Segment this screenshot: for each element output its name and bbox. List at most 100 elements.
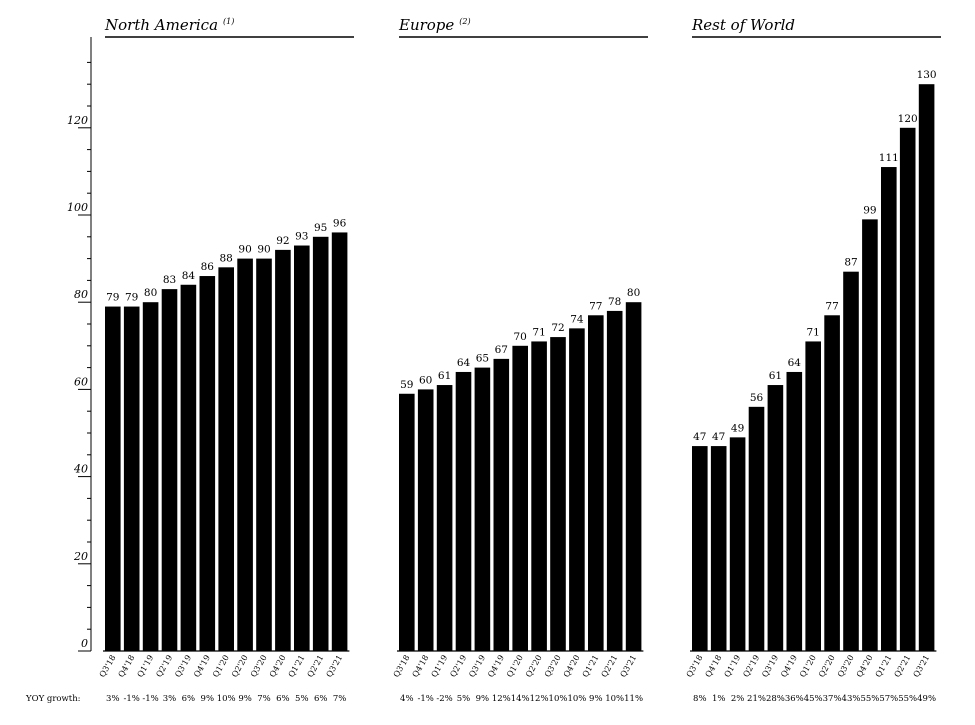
data-label: 67: [495, 344, 508, 356]
y-tick-label: 0: [81, 637, 88, 650]
yoy-growth-value: 4%: [400, 694, 414, 704]
data-label: 90: [238, 244, 251, 256]
x-tick-label: Q1'19: [136, 654, 156, 679]
x-tick-label: Q2'20: [817, 654, 837, 679]
yoy-growth-value: 9%: [238, 694, 252, 704]
x-tick-label: Q4'20: [268, 654, 288, 679]
x-tick-label: Q4'18: [411, 654, 431, 679]
bar: [493, 358, 510, 651]
bar: [218, 267, 234, 651]
bar: [881, 167, 897, 652]
bar: [569, 328, 585, 651]
data-label: 86: [201, 261, 215, 273]
bar: [531, 341, 547, 651]
x-tick-label: Q2'20: [524, 654, 544, 679]
x-tick-label: Q1'20: [798, 654, 818, 679]
y-tick-label: 40: [73, 463, 88, 476]
bar: [550, 337, 566, 651]
x-tick-label: Q3'21: [619, 654, 639, 679]
panel-title-note: (1): [223, 17, 234, 26]
x-tick-label: Q3'18: [98, 654, 118, 679]
bar: [417, 389, 434, 651]
data-label: 56: [750, 392, 764, 404]
x-tick-label: Q3'19: [760, 654, 780, 679]
yoy-growth-value: 3%: [106, 694, 120, 704]
bar: [161, 289, 178, 651]
x-tick-label: Q2'21: [600, 654, 620, 679]
yoy-growth-value: 37%: [823, 694, 842, 704]
x-tick-label: Q1'21: [581, 654, 601, 679]
data-label: 130: [917, 69, 937, 81]
x-tick-label: Q4'18: [704, 654, 724, 679]
yoy-growth-value: 57%: [879, 694, 898, 704]
data-label: 60: [419, 374, 432, 386]
bar: [399, 393, 415, 651]
yoy-growth-value: 6%: [276, 694, 290, 704]
x-tick-label: Q2'21: [306, 654, 326, 679]
data-label: 90: [257, 244, 270, 256]
data-label: 120: [898, 113, 918, 125]
bar: [105, 306, 121, 651]
x-tick-label: Q2'19: [448, 654, 468, 679]
yoy-growth-title: YOY growth:: [25, 694, 81, 704]
panel-europe: Europe (2) 59 Q3'18 4% 60 Q4'18 -1% 61 Q1'19 -2% 64…: [392, 16, 648, 704]
yoy-growth-value: 28%: [766, 694, 785, 704]
data-label: 61: [769, 370, 782, 382]
yoy-growth-value: 11%: [624, 694, 643, 704]
x-tick-label: Q3'18: [685, 654, 705, 679]
yoy-growth-value: 3%: [163, 694, 177, 704]
bar: [331, 232, 348, 651]
y-tick-label: 100: [67, 201, 88, 214]
yoy-growth-value: 55%: [898, 694, 917, 704]
bar: [625, 302, 642, 651]
data-label: 99: [863, 204, 876, 216]
yoy-growth-value: 55%: [860, 694, 879, 704]
data-label: 71: [532, 326, 545, 338]
y-tick-label: 60: [74, 375, 88, 388]
panel-rest-of-world: Rest of World 47 Q3'18 8% 47 Q4'18 1% 49 Q1'19 2%…: [685, 16, 941, 704]
bar: [512, 345, 528, 651]
x-tick-label: Q2'19: [154, 654, 174, 679]
x-tick-label: Q4'18: [117, 654, 137, 679]
y-tick-label: 120: [67, 114, 88, 127]
yoy-growth-value: 10%: [567, 694, 586, 704]
yoy-growth-value: 9%: [589, 694, 603, 704]
yoy-growth-value: 5%: [295, 694, 309, 704]
data-label: 96: [333, 217, 347, 229]
data-label: 74: [570, 313, 584, 325]
y-axis: 0 20 40 60 80 100 120: [67, 37, 92, 652]
panel-title: North America (1): [104, 16, 234, 34]
yoy-growth-value: 2%: [731, 694, 745, 704]
bar: [199, 276, 216, 651]
yoy-growth-value: 10%: [605, 694, 624, 704]
x-tick-label: Q1'21: [874, 654, 894, 679]
yoy-growth-value: 7%: [257, 694, 271, 704]
yoy-growth-value: 12%: [530, 694, 549, 704]
data-label: 93: [295, 231, 308, 243]
bar: [899, 127, 916, 652]
x-tick-label: Q1'21: [287, 654, 307, 679]
bar: [275, 249, 291, 651]
x-tick-label: Q3'21: [912, 654, 932, 679]
x-tick-label: Q3'19: [467, 654, 487, 679]
yoy-growth-value: 8%: [693, 694, 707, 704]
data-label: 80: [627, 287, 640, 299]
data-label: 64: [788, 357, 802, 369]
data-label: 59: [400, 379, 413, 391]
yoy-growth-value: 10%: [549, 694, 568, 704]
data-label: 64: [457, 357, 471, 369]
y-tick-label: 20: [73, 550, 88, 563]
bar: [862, 219, 878, 652]
bar: [294, 245, 310, 651]
data-label: 77: [589, 300, 602, 312]
x-tick-label: Q3'20: [836, 654, 856, 679]
bar: [312, 236, 329, 652]
data-label: 84: [182, 270, 196, 282]
bar: [748, 406, 765, 651]
x-tick-label: Q4'19: [779, 654, 799, 679]
yoy-growth-value: 9%: [201, 694, 215, 704]
x-tick-label: Q3'18: [392, 654, 412, 679]
data-label: 111: [879, 152, 899, 164]
data-label: 79: [106, 292, 119, 304]
data-label: 49: [731, 422, 744, 434]
